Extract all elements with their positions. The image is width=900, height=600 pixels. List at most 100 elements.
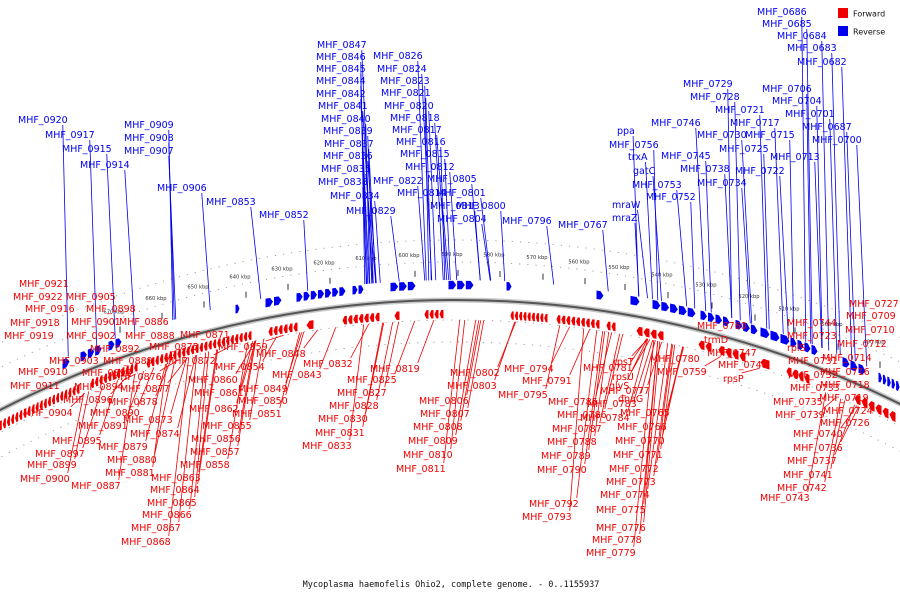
forward-gene-arrow <box>868 401 875 412</box>
forward-gene-label: MHF_0881 <box>105 468 155 479</box>
label-connector <box>168 155 177 320</box>
forward-gene-label: MHF_0709 <box>846 311 896 322</box>
reverse-gene-arrow <box>882 374 887 385</box>
forward-gene-label: MHF_0759 <box>657 367 707 378</box>
reverse-gene-label: MHF_0722 <box>735 166 785 177</box>
reverse-gene-label: MHF_0745 <box>661 151 711 162</box>
label-connector <box>588 331 606 451</box>
reverse-gene-arrow <box>743 322 750 332</box>
forward-gene-label: MHF_0896 <box>63 395 113 406</box>
reverse-gene-label: MHF_0853 <box>206 197 256 208</box>
scale-tick-label: 510 kbp <box>778 307 800 313</box>
reverse-gene-label: MHF_0920 <box>18 115 68 126</box>
scale-tick-label: 530 kbp <box>695 282 717 288</box>
label-connector <box>846 131 856 362</box>
label-connector <box>634 339 654 399</box>
reverse-gene-arrow <box>80 351 87 362</box>
label-connector <box>816 105 823 349</box>
forward-gene-label: trmD <box>704 335 728 346</box>
forward-gene-label: MHF_0890 <box>90 408 140 419</box>
label-connector <box>741 187 751 324</box>
forward-gene-arrow <box>2 418 6 429</box>
forward-gene-label: MHF_0791 <box>522 376 572 387</box>
forward-gene-label: MHF_0726 <box>820 418 870 429</box>
forward-gene-arrow <box>199 342 203 352</box>
forward-gene-label: MHF_0716 <box>820 367 870 378</box>
label-connector <box>154 361 176 455</box>
forward-gene-arrow <box>718 345 725 356</box>
forward-gene-label: MHF_0825 <box>347 375 397 386</box>
reverse-gene-label: MHF_0683 <box>787 43 837 54</box>
forward-gene-label: MHF_0899 <box>27 460 77 471</box>
label-connector <box>178 354 198 523</box>
label-connector <box>647 343 669 490</box>
reverse-gene-label: MHF_0756 <box>609 140 659 151</box>
reverse-gene-label: MHF_0738 <box>680 164 730 175</box>
reverse-gene-arrow <box>317 289 325 299</box>
forward-gene-arrow <box>10 413 15 425</box>
forward-gene-arrow <box>221 337 225 347</box>
forward-gene-label: MHF_0735 <box>773 397 823 408</box>
reverse-gene-label: MHF_0686 <box>757 7 807 18</box>
reverse-gene-arrow <box>804 342 811 353</box>
reverse-gene-arrow <box>448 280 457 290</box>
forward-gene-arrow <box>353 314 358 324</box>
forward-gene-arrow <box>243 332 248 342</box>
forward-gene-arrow <box>611 322 616 332</box>
reverse-gene-arrow <box>407 281 416 291</box>
forward-gene-label: MHF_0919 <box>4 331 54 342</box>
forward-gene-label: MHF_0871 <box>180 330 230 341</box>
forward-gene-label: MHF_0848 <box>256 349 306 360</box>
reverse-gene-label: MHF_0701 <box>785 109 835 120</box>
forward-gene-arrow <box>535 313 540 322</box>
reverse-gene-arrow <box>265 297 273 308</box>
forward-gene-label: MHF_0776 <box>596 523 646 534</box>
reverse-gene-label: MHF_0908 <box>124 133 174 144</box>
scale-tick-label: 590 kbp <box>441 252 463 258</box>
forward-gene-arrow <box>234 334 239 344</box>
forward-gene-label: MHF_0808 <box>413 422 463 433</box>
forward-gene-label: MHF_0811 <box>396 464 446 475</box>
label-connector <box>822 396 837 410</box>
forward-gene-label: MHF_0863 <box>151 473 201 484</box>
forward-gene-arrow <box>544 313 548 323</box>
forward-gene-arrow <box>369 313 375 322</box>
forward-gene-arrow <box>556 315 561 324</box>
reverse-gene-label: trxA <box>628 152 648 163</box>
forward-gene-label: MHF_0744 <box>787 318 837 329</box>
forward-gene-arrow <box>208 340 212 350</box>
label-connector <box>303 219 309 291</box>
label-connector <box>840 405 858 429</box>
forward-gene-label: MHF_0787 <box>552 424 602 435</box>
reverse-gene-arrow <box>661 301 670 312</box>
label-connector <box>367 135 374 284</box>
forward-gene-arrow <box>657 331 664 341</box>
reverse-gene-label: MHF_0847 <box>317 40 367 51</box>
label-connector <box>626 338 648 381</box>
forward-gene-label: MHF_0783 <box>587 399 637 410</box>
label-connector <box>303 329 319 349</box>
forward-gene-label: MHF_0784 <box>580 413 630 424</box>
forward-gene-arrow <box>0 420 2 431</box>
forward-gene-label: rplS <box>787 343 806 354</box>
reverse-gene-label: MHF_0725 <box>719 144 769 155</box>
label-connector <box>238 340 256 434</box>
legend-forward-swatch <box>838 8 848 18</box>
forward-gene-label: MHF_0874 <box>130 429 180 440</box>
label-connector <box>99 380 119 436</box>
label-connector <box>62 124 69 357</box>
reverse-gene-arrow <box>723 316 730 327</box>
forward-gene-label: rpsP <box>723 374 744 385</box>
forward-gene-label: MHF_0741 <box>783 470 833 481</box>
label-connector <box>265 334 284 342</box>
forward-gene-arrow <box>429 310 434 319</box>
reverse-gene-label: MHF_0820 <box>384 101 434 112</box>
label-connector <box>474 210 481 281</box>
forward-gene-label: MHF_0790 <box>537 465 587 476</box>
reverse-gene-arrow <box>457 280 465 290</box>
label-connector <box>425 97 432 281</box>
label-connector <box>70 392 86 408</box>
forward-gene-label: MHF_0843 <box>272 370 322 381</box>
label-connector <box>449 171 458 281</box>
forward-gene-label: MHF_0727 <box>849 299 899 310</box>
